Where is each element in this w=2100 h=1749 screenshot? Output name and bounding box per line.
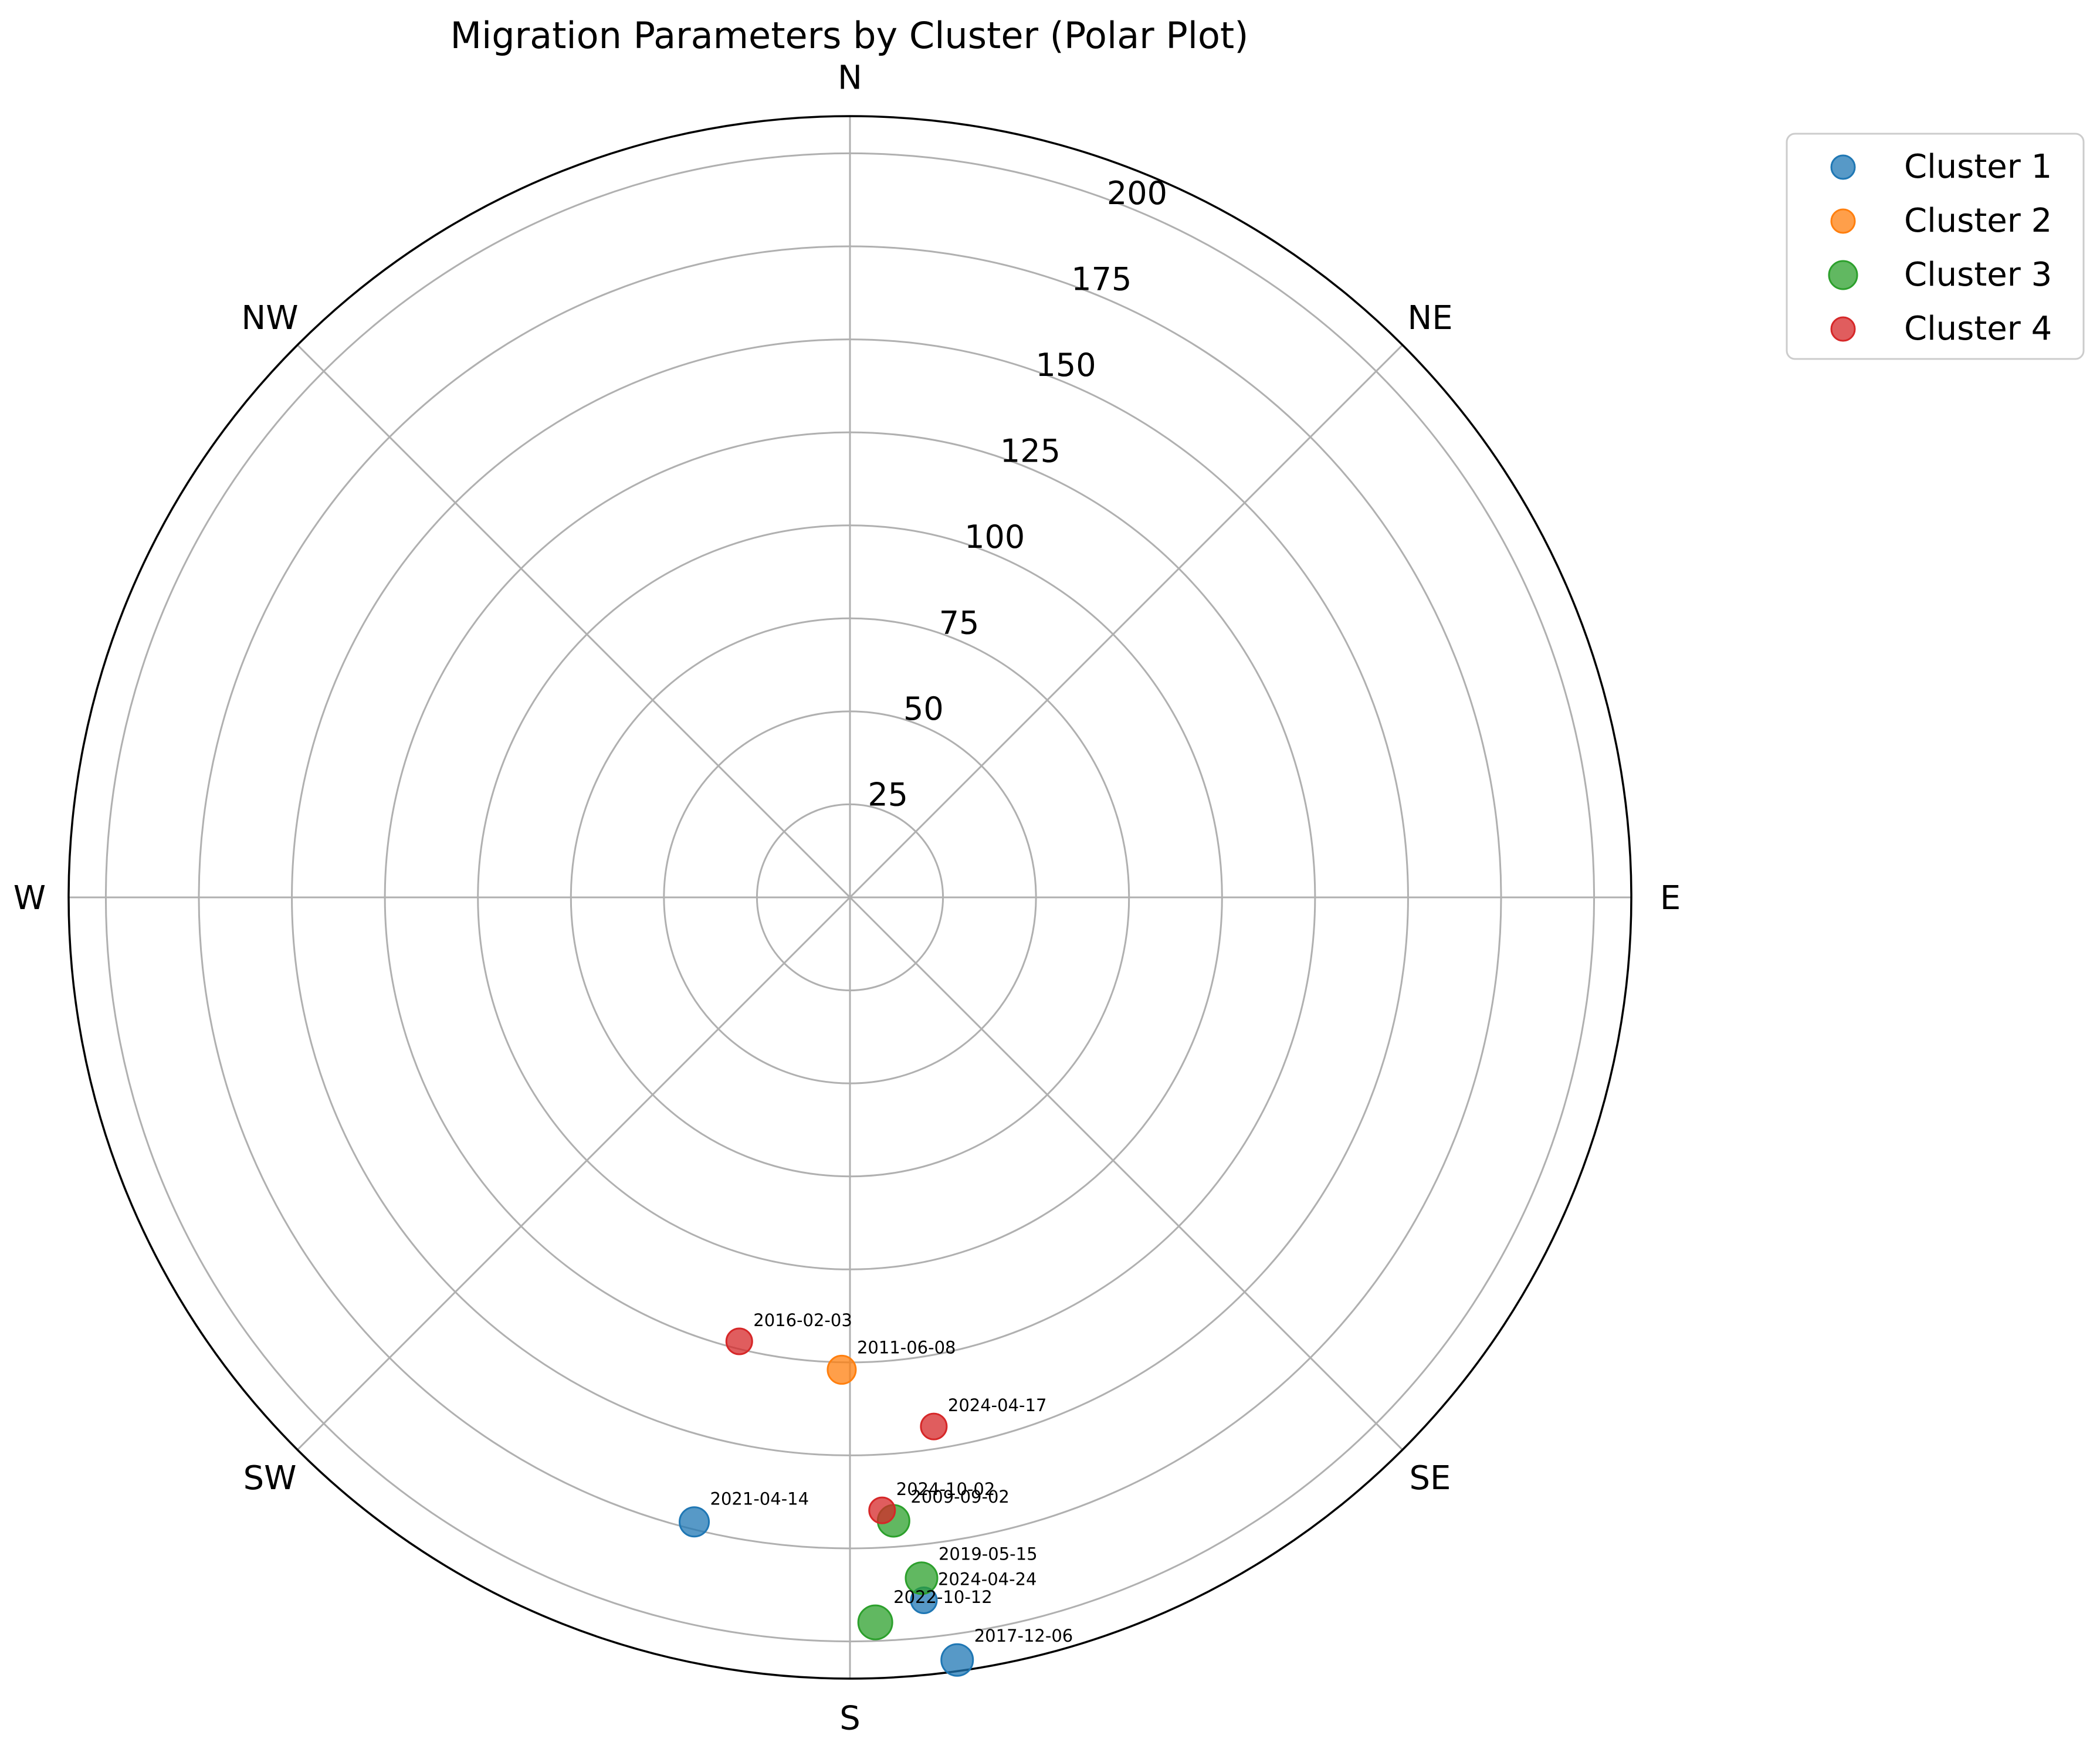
point-label-2024-10-02: 2024-10-02 [896,1479,995,1499]
point-label-2024-04-17: 2024-04-17 [948,1395,1047,1415]
point-label-2021-04-14: 2021-04-14 [710,1489,809,1509]
point-cluster-4-0 [725,1327,753,1355]
point-label-2019-05-15: 2019-05-15 [939,1544,1038,1564]
grid-spoke-se [849,896,1403,1450]
point-label-2024-04-24: 2024-04-24 [938,1570,1037,1589]
grid-spoke-nw [297,344,851,899]
radial-tick-labels: 25 50 75 100 125 150 175 200 [868,175,1167,814]
legend-label-cluster-3: Cluster 3 [1904,256,2052,294]
direction-label-w: W [13,879,46,917]
legend-marker-cluster-3 [1828,260,1858,290]
grid-spoke-ne [849,344,1403,899]
r-tick-label-125: 125 [1000,432,1061,469]
legend: Cluster 1 Cluster 2 Cluster 3 Cluster 4 [1786,133,2085,360]
r-tick-label-25: 25 [868,776,908,813]
polar-frame [67,115,1632,1680]
legend-marker-cluster-2 [1830,208,1856,234]
legend-label-cluster-1: Cluster 1 [1904,148,2052,186]
r-tick-label-200: 200 [1107,175,1167,212]
legend-label-cluster-2: Cluster 2 [1904,202,2052,240]
point-label-2017-12-06: 2017-12-06 [974,1626,1073,1646]
direction-label-s: S [839,1700,861,1738]
r-tick-label-150: 150 [1036,347,1096,384]
chart-title: Migration Parameters by Cluster (Polar P… [451,14,1249,57]
direction-label-e: E [1660,879,1681,917]
legend-box [1786,133,2085,360]
point-labels: 2021-04-14 2024-04-24 2017-12-06 2011-06-08… [710,1310,1073,1646]
point-label-2009-09-02: 2009-09-02 [910,1487,1010,1507]
point-cluster-2-0 [827,1354,857,1385]
r-tick-label-100: 100 [964,518,1025,555]
data-points [679,1327,974,1677]
legend-marker-cluster-4 [1830,316,1856,342]
point-cluster-4-2 [868,1496,896,1524]
direction-label-ne: NE [1407,299,1452,337]
direction-label-n: N [838,59,862,97]
direction-label-nw: NW [241,299,298,337]
direction-label-sw: SW [243,1459,297,1497]
point-cluster-4-1 [920,1412,948,1440]
direction-labels: N NE E SE S SW W NW [13,59,1681,1737]
r-tick-label-50: 50 [903,690,944,727]
point-cluster-3-2 [857,1604,893,1640]
grid-spoke-sw [297,896,851,1450]
r-tick-label-175: 175 [1071,260,1132,297]
direction-label-se: SE [1409,1459,1451,1497]
point-label-2016-02-03: 2016-02-03 [753,1310,852,1330]
point-label-2022-10-12: 2022-10-12 [893,1587,993,1607]
polar-grid [67,115,1632,1680]
legend-marker-cluster-1 [1830,154,1856,180]
legend-label-cluster-4: Cluster 4 [1904,310,2052,348]
point-cluster-3-1 [905,1561,939,1595]
point-cluster-1-2 [940,1643,974,1677]
point-label-2011-06-08: 2011-06-08 [857,1337,956,1357]
point-cluster-1-0 [679,1506,710,1538]
r-tick-label-75: 75 [939,604,980,641]
